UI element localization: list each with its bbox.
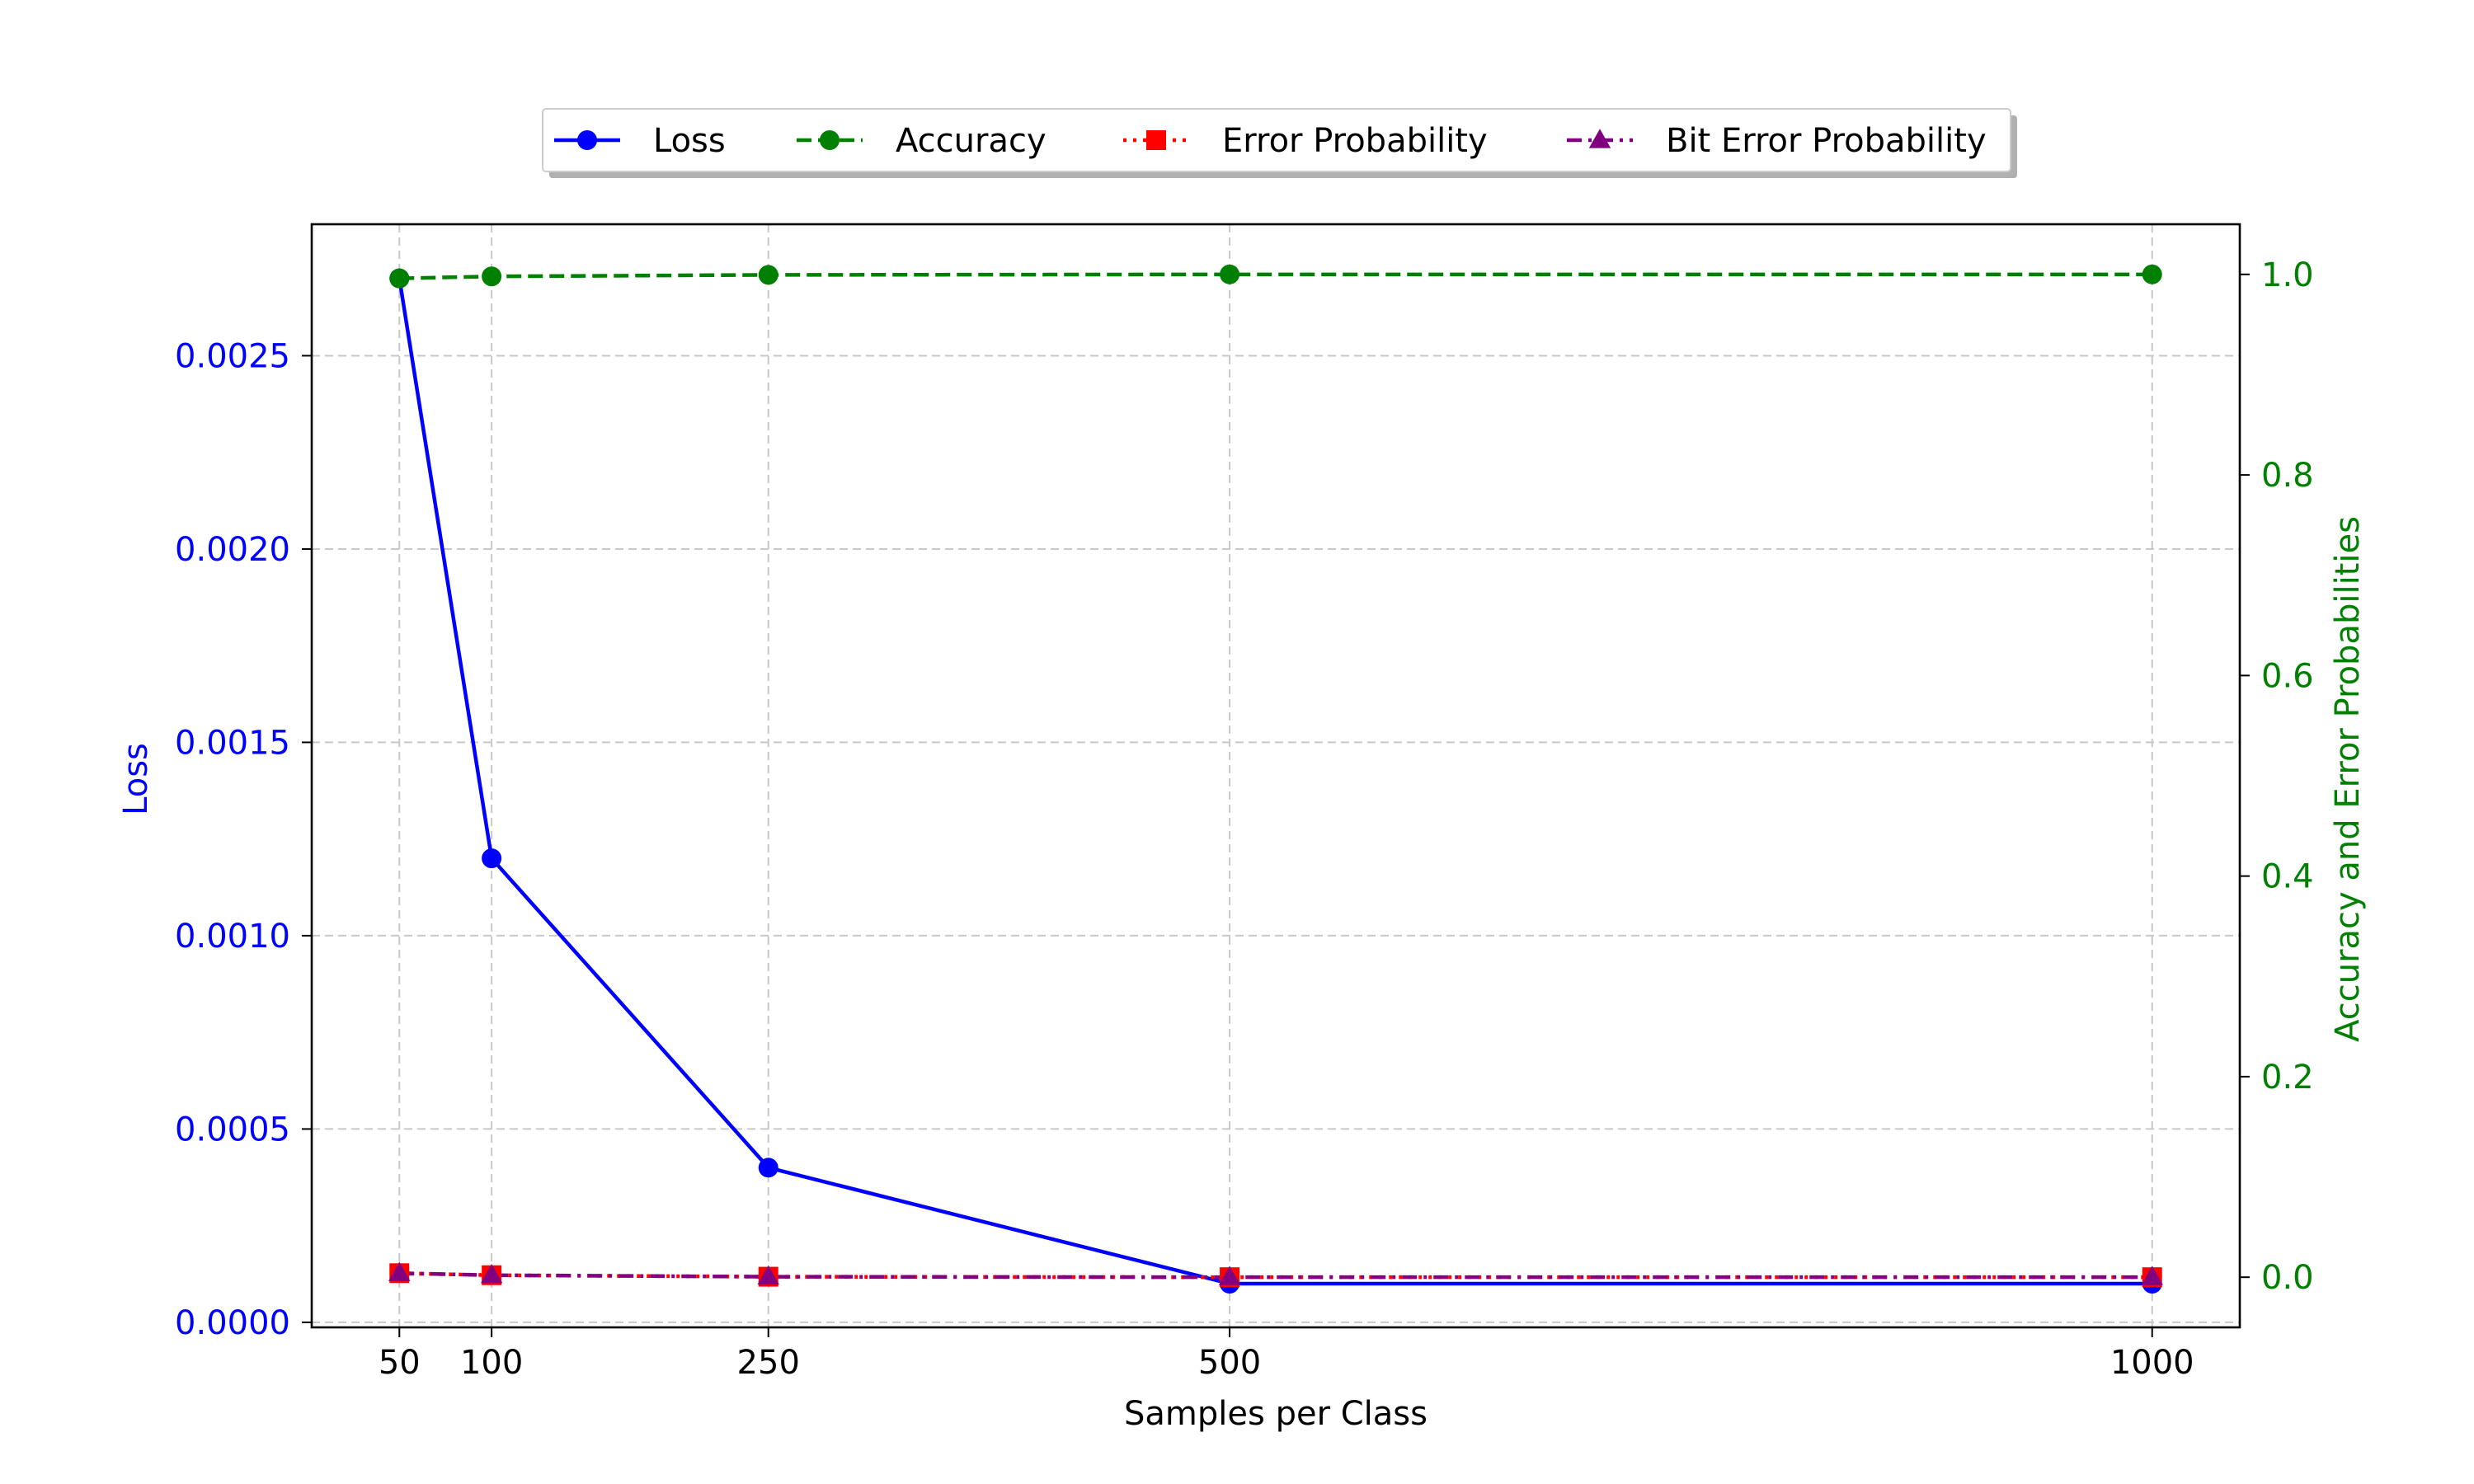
legend-accuracy-label: Accuracy [896,122,1047,160]
right-y-tick-label: 0.4 [2261,858,2314,896]
left-y-tick-label: 0.0000 [175,1304,290,1342]
right-y-tick-label: 0.0 [2261,1259,2314,1297]
left-y-tick-label: 0.0005 [175,1111,290,1148]
left-axis-label: Loss [117,743,155,815]
legend-bit-error-probability-marker [1588,129,1611,148]
left-y-tick-label: 0.0020 [175,531,290,569]
bit-error-probability-point [1218,1266,1241,1285]
legend-loss-marker [577,130,597,150]
bit-error-probability-point [2141,1266,2163,1285]
right-axis-label: Accuracy and Error Probabilities [2329,516,2367,1042]
loss-point [758,1158,778,1178]
right-y-tick-label: 1.0 [2261,256,2314,294]
grid [312,224,2240,1327]
series-markers [388,264,2163,1294]
x-tick-label: 50 [379,1344,421,1382]
left-y-tick-label: 0.0010 [175,918,290,956]
legend-loss-label: Loss [653,122,726,160]
accuracy-point [389,268,410,289]
accuracy-point [1220,264,1240,284]
x-tick-label: 1000 [2110,1344,2194,1382]
x-axis-label: Samples per Class [1124,1395,1427,1433]
right-y-tick-label: 0.6 [2261,657,2314,695]
legend-bit-error-probability-label: Bit Error Probability [1666,122,1987,160]
bit-error-probability-point [757,1265,779,1285]
left-y-tick-label: 0.0025 [175,337,290,375]
plot-frame [310,223,2241,1329]
accuracy-point [758,265,778,285]
bit-error-probability-point [480,1263,503,1284]
legend-error-probability-label: Error Probability [1222,122,1488,160]
right-y-tick-label: 0.2 [2261,1059,2314,1097]
left-y-tick-label: 0.0015 [175,724,290,762]
legend: Loss Accuracy Error Probability Bit Error P… [542,108,2017,178]
loss-point [482,848,502,869]
x-tick-label: 250 [737,1344,800,1382]
x-tick-label: 500 [1198,1344,1261,1382]
accuracy-point [482,266,502,287]
legend-error-probability-marker [1146,130,1166,150]
legend-accuracy-marker [820,130,840,150]
bit-error-probability-point [388,1261,411,1281]
legend-box [542,108,2011,172]
ticks: 50 100 250 500 1000 0.0000 0.0005 0.0010 0.0015 0… [175,256,2314,1382]
right-y-tick-label: 0.8 [2261,457,2314,495]
accuracy-point [2142,264,2162,284]
x-tick-label: 100 [460,1344,523,1382]
